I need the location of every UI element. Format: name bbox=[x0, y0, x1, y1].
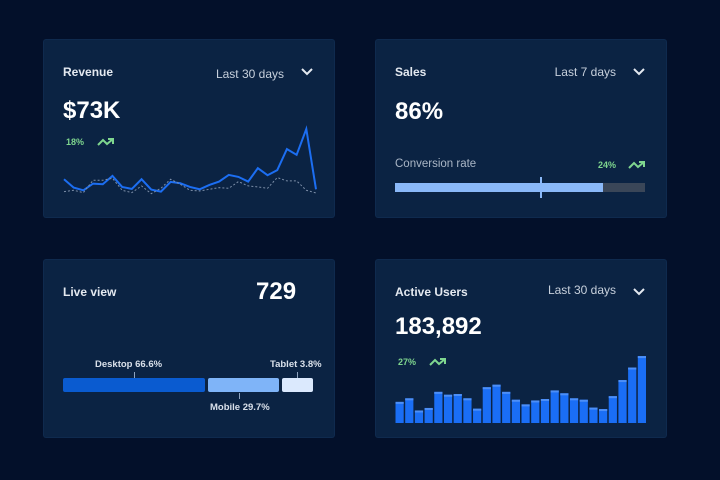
user-bar-cap bbox=[482, 387, 491, 390]
user-bar bbox=[560, 393, 569, 423]
user-bar-cap bbox=[395, 401, 404, 404]
user-bar bbox=[453, 394, 462, 423]
user-bar-cap bbox=[414, 410, 424, 413]
user-bar bbox=[492, 384, 501, 423]
desktop-segment[interactable] bbox=[63, 378, 205, 392]
revenue-card: Revenue Last 30 days $73K 18% bbox=[44, 40, 334, 217]
revenue-delta: 18% bbox=[66, 137, 85, 147]
user-bar-cap bbox=[434, 391, 443, 394]
sales-title: Sales bbox=[395, 65, 427, 79]
chevron-down-icon[interactable] bbox=[300, 66, 314, 78]
user-bar bbox=[628, 367, 637, 423]
target-marker bbox=[540, 177, 542, 198]
user-bar-cap bbox=[424, 407, 433, 410]
user-bar-cap bbox=[637, 356, 646, 359]
user-bar-cap bbox=[531, 400, 540, 403]
user-bar bbox=[463, 398, 472, 423]
user-bar-cap bbox=[579, 399, 588, 402]
user-bar bbox=[395, 401, 404, 423]
user-bar bbox=[589, 407, 598, 423]
conversion-rate-label: Conversion rate bbox=[395, 158, 477, 170]
user-bar-cap bbox=[628, 367, 637, 370]
desktop-label: Desktop 66.6% bbox=[95, 359, 163, 370]
user-bar bbox=[414, 410, 424, 423]
active-users-bar-chart bbox=[395, 356, 646, 423]
user-bar-cap bbox=[569, 398, 579, 401]
user-bar bbox=[540, 399, 550, 423]
trending-up-icon bbox=[628, 161, 645, 169]
user-bar bbox=[608, 396, 617, 423]
user-bar bbox=[521, 404, 530, 423]
sales-card: Sales Last 7 days 86% Conversion rate 24… bbox=[376, 40, 666, 217]
revenue-range-dropdown[interactable]: Last 30 days bbox=[215, 67, 284, 81]
user-bar bbox=[618, 380, 627, 423]
user-bar bbox=[531, 400, 540, 423]
revenue-line-chart bbox=[63, 125, 317, 195]
user-bar bbox=[405, 398, 414, 423]
user-bar bbox=[434, 391, 443, 423]
user-bar-cap bbox=[443, 394, 453, 397]
user-bar-cap bbox=[599, 409, 608, 412]
user-bar-cap bbox=[589, 407, 598, 410]
sales-value: 86% bbox=[395, 98, 444, 125]
user-bar bbox=[599, 409, 608, 423]
user-bar-cap bbox=[463, 398, 472, 401]
revenue-series-line bbox=[63, 125, 317, 193]
user-bar bbox=[424, 407, 433, 423]
conversion-progress-fill bbox=[395, 183, 603, 192]
user-bar-cap bbox=[405, 398, 414, 401]
user-bar-cap bbox=[511, 399, 520, 402]
user-bar-cap bbox=[560, 393, 569, 396]
user-bar bbox=[502, 391, 511, 423]
trending-up-icon bbox=[97, 138, 114, 146]
user-bar bbox=[569, 398, 579, 423]
user-bar-cap bbox=[492, 384, 501, 387]
active-users-card: Active Users Last 30 days 183,892 27% bbox=[376, 260, 666, 437]
users-range-dropdown[interactable]: Last 30 days bbox=[547, 283, 616, 297]
active-users-value: 183,892 bbox=[395, 313, 482, 340]
conversion-progress-track bbox=[395, 177, 645, 198]
user-bar bbox=[473, 408, 482, 423]
active-users-title: Active Users bbox=[395, 285, 468, 299]
user-bar-cap bbox=[550, 390, 559, 393]
users-delta: 27% bbox=[398, 357, 417, 367]
tablet-segment[interactable] bbox=[282, 378, 313, 392]
live-view-title: Live view bbox=[63, 285, 117, 299]
user-bar bbox=[550, 390, 559, 423]
mobile-label: Mobile 29.7% bbox=[210, 402, 270, 413]
chevron-down-icon[interactable] bbox=[632, 286, 646, 298]
user-bar-cap bbox=[473, 408, 482, 411]
trending-up-icon bbox=[429, 358, 446, 366]
user-bar-cap bbox=[618, 380, 627, 383]
chevron-down-icon[interactable] bbox=[632, 66, 646, 78]
user-bar-cap bbox=[540, 399, 550, 402]
revenue-title: Revenue bbox=[63, 65, 114, 79]
live-view-value: 729 bbox=[256, 278, 297, 305]
user-bar-cap bbox=[521, 404, 530, 407]
user-bar bbox=[511, 399, 520, 423]
user-bar bbox=[443, 394, 453, 423]
user-bar bbox=[579, 399, 588, 423]
user-bar bbox=[482, 387, 491, 423]
sales-delta: 24% bbox=[598, 160, 617, 170]
mobile-segment[interactable] bbox=[208, 378, 279, 392]
user-bar-cap bbox=[608, 396, 617, 399]
user-bar bbox=[637, 356, 646, 423]
user-bar-cap bbox=[453, 394, 462, 397]
user-bar-cap bbox=[502, 391, 511, 394]
sales-range-dropdown[interactable]: Last 7 days bbox=[554, 65, 616, 79]
live-view-card: Live view 729 Desktop 66.6% Mobile 29.7%… bbox=[44, 260, 334, 437]
tablet-label: Tablet 3.8% bbox=[270, 359, 322, 370]
revenue-value: $73K bbox=[63, 97, 121, 124]
comparison-series-line bbox=[63, 176, 317, 195]
